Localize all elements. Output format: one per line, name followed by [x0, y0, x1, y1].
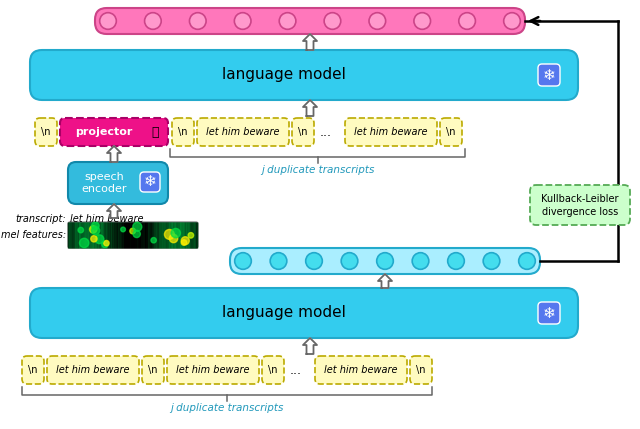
Text: language model: language model: [222, 67, 346, 82]
Circle shape: [181, 240, 187, 245]
Circle shape: [92, 227, 100, 235]
Text: let him beware: let him beware: [176, 365, 250, 375]
FancyBboxPatch shape: [538, 302, 560, 324]
Circle shape: [306, 253, 323, 269]
Text: ...: ...: [320, 126, 332, 139]
Circle shape: [95, 235, 104, 244]
Circle shape: [151, 238, 156, 243]
FancyBboxPatch shape: [292, 118, 314, 146]
Circle shape: [78, 227, 84, 233]
FancyBboxPatch shape: [410, 356, 432, 384]
Text: let him beware: let him beware: [355, 127, 428, 137]
FancyBboxPatch shape: [315, 356, 407, 384]
Polygon shape: [303, 34, 317, 50]
FancyBboxPatch shape: [95, 8, 525, 34]
FancyBboxPatch shape: [167, 356, 259, 384]
Circle shape: [448, 253, 465, 269]
FancyBboxPatch shape: [530, 185, 630, 225]
Circle shape: [91, 236, 97, 242]
Text: transcript:: transcript:: [15, 214, 66, 224]
Circle shape: [92, 222, 99, 230]
Circle shape: [459, 13, 476, 29]
Circle shape: [121, 227, 125, 232]
FancyBboxPatch shape: [30, 288, 578, 338]
Text: speech
encoder: speech encoder: [81, 172, 127, 194]
Circle shape: [504, 13, 520, 29]
Polygon shape: [107, 146, 121, 162]
Text: ❄: ❄: [543, 67, 556, 82]
Circle shape: [412, 253, 429, 269]
Polygon shape: [303, 338, 317, 354]
FancyBboxPatch shape: [68, 162, 168, 204]
FancyBboxPatch shape: [440, 118, 462, 146]
Text: j duplicate transcripts: j duplicate transcripts: [170, 403, 284, 413]
Circle shape: [377, 253, 394, 269]
Text: let him beware: let him beware: [70, 214, 143, 224]
Polygon shape: [378, 274, 392, 288]
Text: \n: \n: [179, 127, 188, 137]
FancyBboxPatch shape: [172, 118, 194, 146]
Circle shape: [130, 228, 136, 234]
Circle shape: [483, 253, 500, 269]
FancyBboxPatch shape: [140, 172, 160, 192]
Text: \n: \n: [298, 127, 308, 137]
Circle shape: [234, 13, 251, 29]
Text: ❄: ❄: [143, 175, 156, 190]
Circle shape: [170, 234, 178, 243]
Polygon shape: [107, 204, 121, 218]
Text: let him beware: let him beware: [56, 365, 130, 375]
Circle shape: [369, 13, 386, 29]
Circle shape: [79, 238, 89, 248]
FancyBboxPatch shape: [35, 118, 57, 146]
Text: ...: ...: [290, 363, 302, 377]
FancyBboxPatch shape: [197, 118, 289, 146]
FancyBboxPatch shape: [142, 356, 164, 384]
Text: \n: \n: [148, 365, 157, 375]
FancyBboxPatch shape: [47, 356, 139, 384]
Text: let him beware: let him beware: [206, 127, 280, 137]
Circle shape: [171, 228, 180, 238]
Text: \n: \n: [28, 365, 38, 375]
Circle shape: [181, 237, 189, 245]
Text: \n: \n: [416, 365, 426, 375]
Text: divergence loss: divergence loss: [542, 207, 618, 217]
Text: \n: \n: [268, 365, 278, 375]
Text: Kullback-Leibler: Kullback-Leibler: [541, 194, 619, 204]
Circle shape: [188, 233, 194, 238]
Text: \n: \n: [41, 127, 51, 137]
Circle shape: [518, 253, 535, 269]
Text: ❄: ❄: [543, 305, 556, 320]
Circle shape: [133, 230, 140, 238]
FancyBboxPatch shape: [345, 118, 437, 146]
FancyBboxPatch shape: [538, 64, 560, 86]
Circle shape: [341, 253, 358, 269]
FancyBboxPatch shape: [262, 356, 284, 384]
Circle shape: [279, 13, 296, 29]
FancyBboxPatch shape: [68, 222, 198, 248]
Polygon shape: [303, 100, 317, 116]
Circle shape: [235, 253, 252, 269]
Circle shape: [132, 222, 142, 231]
Circle shape: [189, 13, 206, 29]
Text: projector: projector: [76, 127, 132, 137]
Circle shape: [414, 13, 431, 29]
Text: language model: language model: [222, 305, 346, 320]
Circle shape: [100, 13, 116, 29]
Text: 🔥: 🔥: [151, 126, 159, 139]
FancyBboxPatch shape: [230, 248, 540, 274]
FancyBboxPatch shape: [22, 356, 44, 384]
Text: \n: \n: [446, 127, 456, 137]
FancyBboxPatch shape: [30, 50, 578, 100]
FancyBboxPatch shape: [60, 118, 168, 146]
Text: j duplicate transcripts: j duplicate transcripts: [261, 165, 374, 175]
Circle shape: [102, 241, 108, 248]
Text: let him beware: let him beware: [324, 365, 397, 375]
Circle shape: [145, 13, 161, 29]
Circle shape: [90, 226, 97, 233]
Circle shape: [164, 230, 174, 239]
Circle shape: [324, 13, 340, 29]
Circle shape: [270, 253, 287, 269]
Circle shape: [104, 240, 109, 246]
Text: mel features:: mel features:: [1, 230, 66, 240]
